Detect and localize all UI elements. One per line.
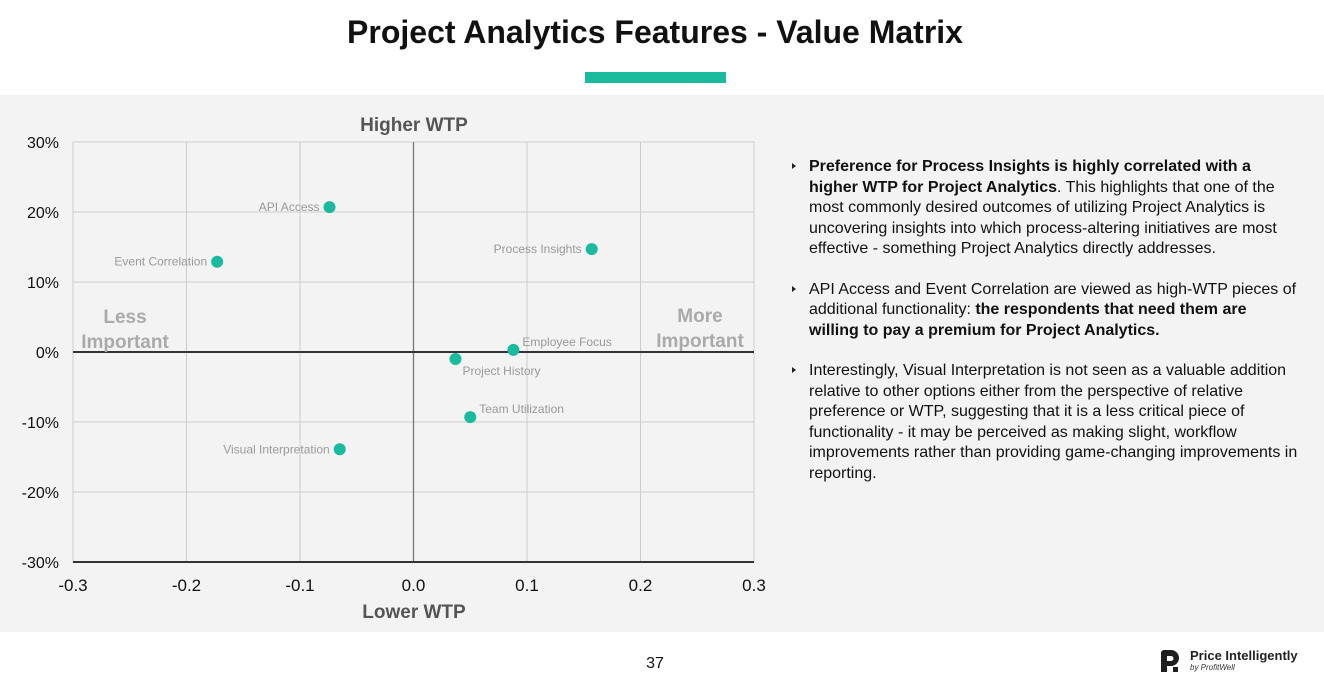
point-api-access: [323, 201, 336, 214]
insight-3-text: Interestingly, Visual Interpretation is …: [809, 362, 1298, 482]
point-label-team-utilization: Team Utilization: [479, 402, 564, 416]
point-label-visual-interpretation: Visual Interpretation: [223, 442, 330, 456]
insight-bullet-1: Preference for Process Insights is highl…: [790, 157, 1300, 260]
insight-2-bold: the respondents that need them are willi…: [809, 301, 1247, 339]
right-quadrant-label-2: Important: [656, 331, 744, 352]
y-tick-label-2: 10%: [27, 275, 59, 292]
logo-subtitle: by ProfitWell: [1190, 663, 1235, 672]
page-title: Project Analytics Features - Value Matri…: [347, 14, 963, 50]
x-tick-label-5: 0.2: [629, 576, 653, 595]
insights-list: Preference for Process Insights is highl…: [790, 157, 1300, 504]
profitwell-logo-icon: [1161, 650, 1179, 672]
y-tick-label-4: -10%: [22, 415, 59, 432]
point-process-insights: [585, 243, 598, 256]
insight-bullet-3: Interestingly, Visual Interpretation is …: [790, 361, 1300, 484]
point-label-process-insights: Process Insights: [494, 242, 582, 256]
insight-2-text: API Access and Event Correlation are vie…: [809, 280, 1297, 319]
page-number: 37: [646, 655, 664, 672]
content-panel: -0.3 -0.2 -0.1 0.0 0.1 0.2 0.3 30% 20% 10% 0% -10% -…: [0, 95, 1324, 632]
point-label-event-correlation: Event Correlation: [114, 255, 207, 269]
point-project-history: [449, 353, 462, 365]
insight-bullet-2: API Access and Event Correlation are vie…: [790, 280, 1300, 342]
y-tick-label-6: -30%: [22, 555, 59, 572]
title-accent-bar: [585, 72, 726, 83]
right-quadrant-label-1: More: [677, 306, 722, 327]
point-event-correlation: [211, 255, 224, 268]
brand-logo: Price Intelligently by ProfitWell: [1158, 646, 1308, 676]
y-tick-label-3: 0%: [36, 345, 59, 362]
x-tick-label-3: 0.0: [402, 576, 426, 595]
y-tick-label-1: 20%: [27, 205, 59, 222]
point-employee-focus: [507, 343, 520, 356]
left-quadrant-label-1: Less: [103, 307, 146, 328]
point-label-employee-focus: Employee Focus: [522, 335, 611, 349]
insight-1-text: . This highlights that one of the most c…: [809, 178, 1277, 258]
insight-1-bold: Preference for Process Insights is highl…: [809, 158, 1251, 196]
x-tick-label-1: -0.2: [172, 576, 201, 595]
point-team-utilization: [464, 411, 477, 424]
point-label-project-history: Project History: [462, 364, 540, 378]
y-tick-label-0: 30%: [27, 135, 59, 152]
y-tick-label-5: -20%: [22, 485, 59, 502]
x-tick-label-2: -0.1: [285, 576, 314, 595]
x-tick-label-6: 0.3: [742, 576, 766, 595]
value-matrix-chart: -0.3 -0.2 -0.1 0.0 0.1 0.2 0.3 30% 20% 10% 0% -10% -…: [22, 115, 766, 623]
point-label-api-access: API Access: [259, 200, 320, 214]
left-quadrant-label-2: Important: [81, 332, 169, 353]
top-quadrant-label: Higher WTP: [360, 115, 468, 136]
bottom-quadrant-label: Lower WTP: [362, 602, 466, 623]
point-visual-interpretation: [333, 443, 346, 456]
x-tick-label-4: 0.1: [515, 576, 539, 595]
logo-name: Price Intelligently: [1190, 648, 1298, 663]
x-tick-label-0: -0.3: [58, 576, 87, 595]
